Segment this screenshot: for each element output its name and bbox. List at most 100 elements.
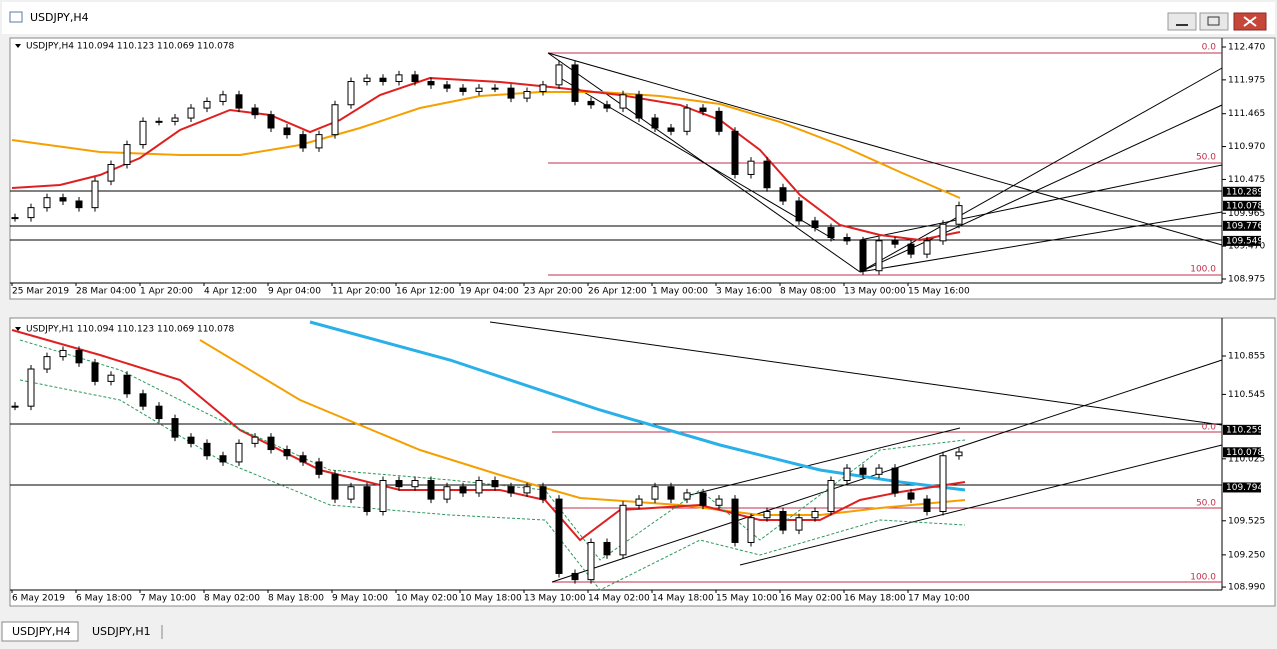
tab-label[interactable]: USDJPY,H1	[92, 625, 151, 638]
price-label: 110.025	[1228, 454, 1265, 464]
candle	[827, 480, 835, 512]
candle	[347, 81, 355, 106]
candle	[443, 84, 451, 89]
candle	[187, 436, 195, 444]
price-marker	[1223, 424, 1261, 435]
fibo-label: 50.0	[1196, 499, 1216, 509]
fibo-label: 100.0	[1190, 573, 1216, 583]
icon	[1243, 16, 1257, 27]
trend-line	[859, 104, 1223, 273]
candle	[603, 541, 611, 556]
time-label: 16 Apr 12:00	[396, 287, 455, 297]
candle	[875, 240, 883, 272]
candle	[283, 449, 291, 457]
candle	[267, 436, 275, 451]
time-label: 13 May 00:00	[844, 287, 906, 297]
time-label: 3 May 16:00	[716, 287, 772, 297]
title-bar	[2, 2, 1275, 34]
candle	[203, 100, 211, 109]
candle	[555, 498, 563, 574]
candle	[635, 94, 643, 119]
fibo-label: 50.0	[1196, 153, 1216, 163]
candle	[923, 240, 931, 255]
time-label: 8 May 02:00	[204, 594, 260, 604]
candle	[747, 517, 755, 543]
candle	[603, 104, 611, 109]
candle	[875, 467, 883, 475]
time-label: 26 Apr 12:00	[588, 287, 647, 297]
candle	[955, 205, 963, 225]
price-label: 112.470	[1228, 43, 1265, 53]
time-label: 10 May 02:00	[396, 594, 458, 604]
time-label: 23 Apr 20:00	[524, 287, 583, 297]
candle	[491, 480, 499, 488]
candle	[699, 107, 707, 112]
candle	[203, 442, 211, 457]
candle	[651, 117, 659, 129]
ma-orange	[199, 339, 966, 516]
ma-red	[11, 76, 961, 242]
candle	[75, 200, 83, 209]
price-marker	[1223, 235, 1261, 246]
candle	[811, 510, 819, 519]
candle	[827, 227, 835, 239]
price-label: 110.475	[1228, 175, 1265, 185]
time-label: 28 Mar 04:00	[76, 287, 136, 297]
minimize-button[interactable]	[1167, 12, 1197, 31]
maximize-button[interactable]	[1199, 12, 1229, 31]
price-label: 111.465	[1228, 109, 1265, 119]
candle	[107, 374, 115, 382]
trend-line	[689, 427, 961, 496]
candle	[267, 114, 275, 129]
tab-label[interactable]: USDJPY,H4	[12, 625, 71, 638]
candle	[523, 486, 531, 494]
candle	[475, 87, 483, 92]
candle	[939, 223, 947, 242]
candle	[907, 243, 915, 255]
trend-line	[551, 359, 1223, 583]
price-marker-label: 110.078	[1226, 201, 1263, 211]
trend-line	[547, 52, 1223, 246]
time-label: 9 Apr 04:00	[268, 287, 321, 297]
fibo-label: 100.0	[1190, 265, 1216, 275]
candle	[667, 486, 675, 500]
candle	[539, 486, 547, 500]
candle	[427, 81, 435, 86]
candle	[363, 486, 371, 512]
price-marker	[1223, 482, 1261, 493]
candle	[251, 436, 259, 444]
candle	[411, 74, 419, 83]
price-marker-label: 109.549	[1226, 236, 1263, 246]
candle	[75, 349, 83, 364]
time-label: 14 May 02:00	[588, 594, 650, 604]
time-label: 6 May 18:00	[76, 594, 132, 604]
price-marker-label: 109.776	[1226, 221, 1263, 231]
price-label: 109.250	[1228, 550, 1265, 560]
candle	[955, 451, 963, 457]
candle	[587, 100, 595, 106]
price-label: 110.545	[1228, 390, 1265, 400]
chart-header: USDJPY,H1 110.094 110.123 110.069 110.07…	[26, 325, 235, 335]
candle	[651, 486, 659, 500]
price-marker-label: 110.259	[1226, 425, 1263, 435]
candle	[347, 486, 355, 500]
candle	[171, 117, 179, 122]
time-label: 16 May 18:00	[844, 594, 906, 604]
candle	[619, 94, 627, 109]
candle	[59, 197, 67, 202]
candle	[571, 64, 579, 102]
candle	[43, 197, 51, 209]
candle	[859, 467, 867, 475]
candle	[635, 498, 643, 506]
candle	[571, 572, 579, 581]
icon	[1207, 16, 1220, 26]
candle	[891, 240, 899, 245]
candle	[91, 180, 99, 209]
candle	[891, 467, 899, 494]
time-label: 8 May 18:00	[268, 594, 324, 604]
price-marker	[1223, 447, 1261, 458]
time-label: 15 May 16:00	[908, 287, 970, 297]
price-label: 108.975	[1228, 274, 1265, 284]
time-label: 14 May 18:00	[652, 594, 714, 604]
price-marker	[1223, 186, 1261, 197]
